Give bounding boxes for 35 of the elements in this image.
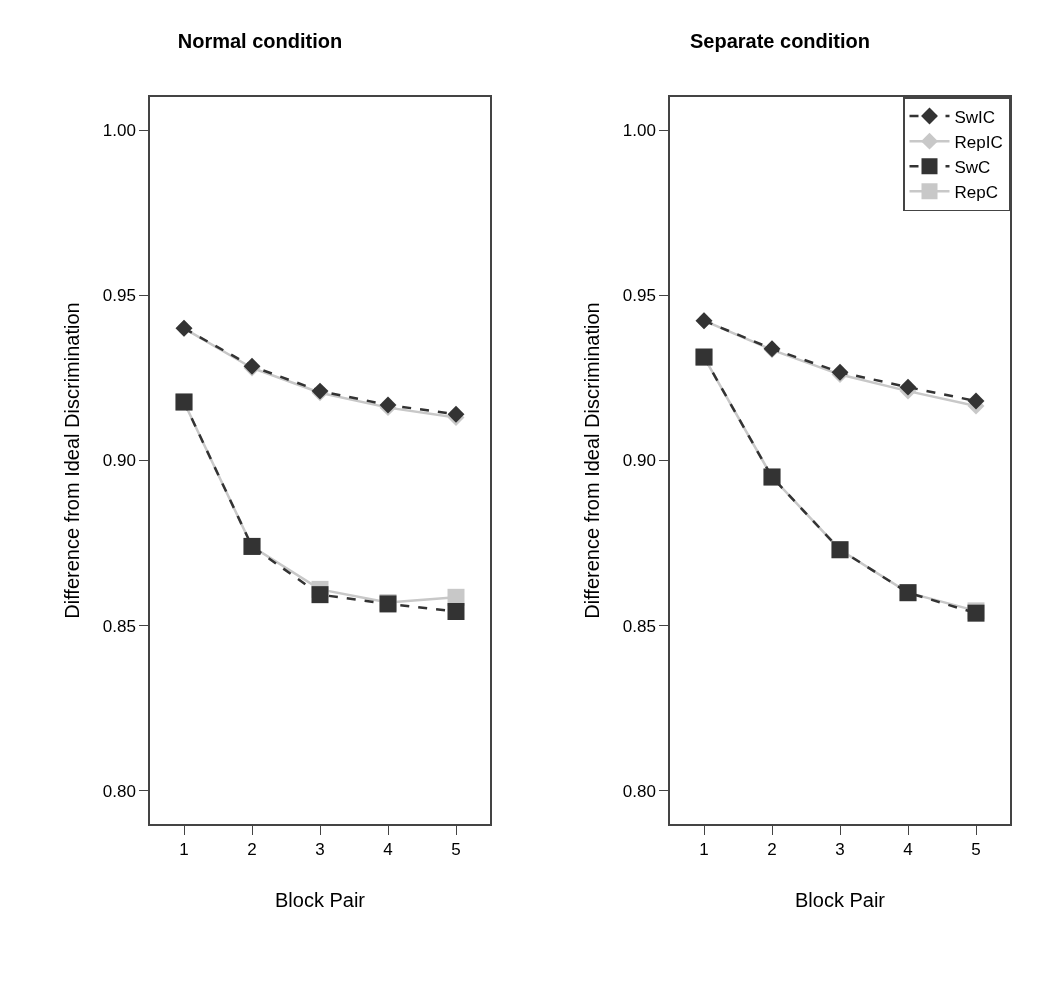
y-tick-label: 1.00: [102, 121, 136, 140]
x-tick-label: 5: [971, 840, 981, 860]
y-axis-title: Difference from Ideal Discrimination: [60, 302, 83, 619]
point: [899, 378, 917, 396]
x-tick-label: 5: [451, 840, 461, 860]
x-axis-title: Block Pair: [274, 889, 366, 912]
x-tick-label: 2: [247, 840, 257, 860]
y-tick-label: 0.95: [102, 286, 136, 306]
y-tick-label: 0.95: [622, 286, 656, 306]
x-tick-label: 2: [767, 840, 777, 860]
x-tick-label: 3: [315, 840, 325, 860]
y-tick-label: 0.80: [102, 781, 136, 801]
point: [967, 392, 985, 410]
y-tick-label: 0.90: [102, 451, 136, 471]
point: [447, 405, 465, 423]
point: [311, 586, 329, 604]
y-axis-title: Difference from Ideal Discrimination: [580, 302, 603, 619]
x-axis-title: Block Pair: [794, 889, 886, 912]
y-tick-label: 0.90: [622, 451, 656, 471]
legend-label: SwC: [954, 157, 991, 177]
y-tick-label: 0.85: [102, 616, 136, 636]
x-tick-label: 1: [699, 840, 709, 860]
x-tick-label: 1: [179, 840, 189, 860]
x-tick-label: 4: [903, 840, 913, 860]
y-tick-label: 0.80: [622, 781, 656, 801]
legend-label: RepIC: [954, 132, 1003, 152]
y-tick-label: 0.85: [622, 616, 656, 636]
chart-title: Separate condition: [689, 30, 871, 53]
legend-label: RepC: [954, 182, 998, 202]
y-tick-label: 1.00: [622, 121, 656, 140]
chart-title: Normal condition: [177, 30, 343, 53]
x-tick-label: 3: [835, 840, 845, 860]
legend-label: SwIC: [954, 107, 996, 127]
x-tick-label: 4: [383, 840, 393, 860]
point: [447, 603, 465, 621]
